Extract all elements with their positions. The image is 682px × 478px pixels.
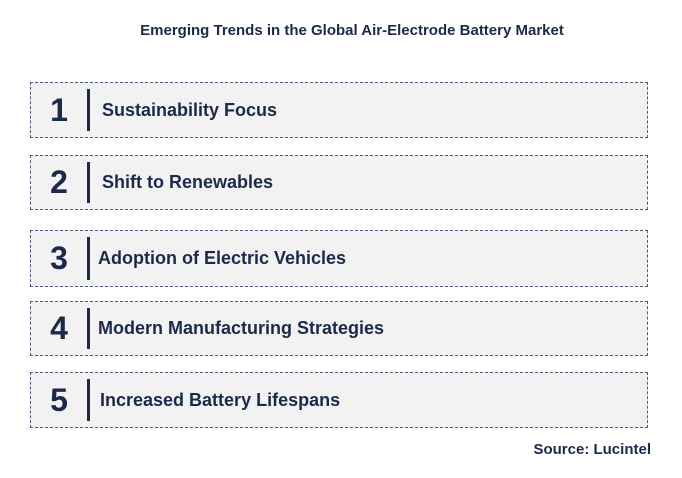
- trend-row-4: 4 Modern Manufacturing Strategies: [30, 301, 648, 356]
- trend-number: 1: [50, 91, 68, 128]
- trend-number: 5: [50, 381, 68, 418]
- trend-label: Sustainability Focus: [102, 99, 278, 120]
- trend-label: Shift to Renewables: [102, 172, 274, 192]
- source-note: Source: Lucintel: [533, 441, 651, 458]
- trend-divider: [87, 162, 90, 203]
- trend-divider: [87, 308, 90, 349]
- trend-divider: [87, 237, 90, 280]
- trend-number: 2: [50, 164, 68, 200]
- trend-row-5: 5 Increased Battery Lifespans: [30, 372, 648, 428]
- trend-number: 3: [50, 240, 68, 276]
- page-title: Emerging Trends in the Global Air-Electr…: [140, 22, 564, 39]
- trend-label: Increased Battery Lifespans: [100, 389, 341, 410]
- trend-row-3: 3 Adoption of Electric Vehicles: [30, 230, 648, 287]
- trend-divider: [87, 379, 90, 421]
- trend-row-1: 1 Sustainability Focus: [30, 82, 648, 138]
- trend-number: 4: [50, 310, 68, 346]
- trend-row-2: 2 Shift to Renewables: [30, 155, 648, 210]
- trend-divider: [87, 89, 90, 131]
- trend-label: Adoption of Electric Vehicles: [98, 248, 347, 268]
- trend-label: Modern Manufacturing Strategies: [98, 318, 385, 338]
